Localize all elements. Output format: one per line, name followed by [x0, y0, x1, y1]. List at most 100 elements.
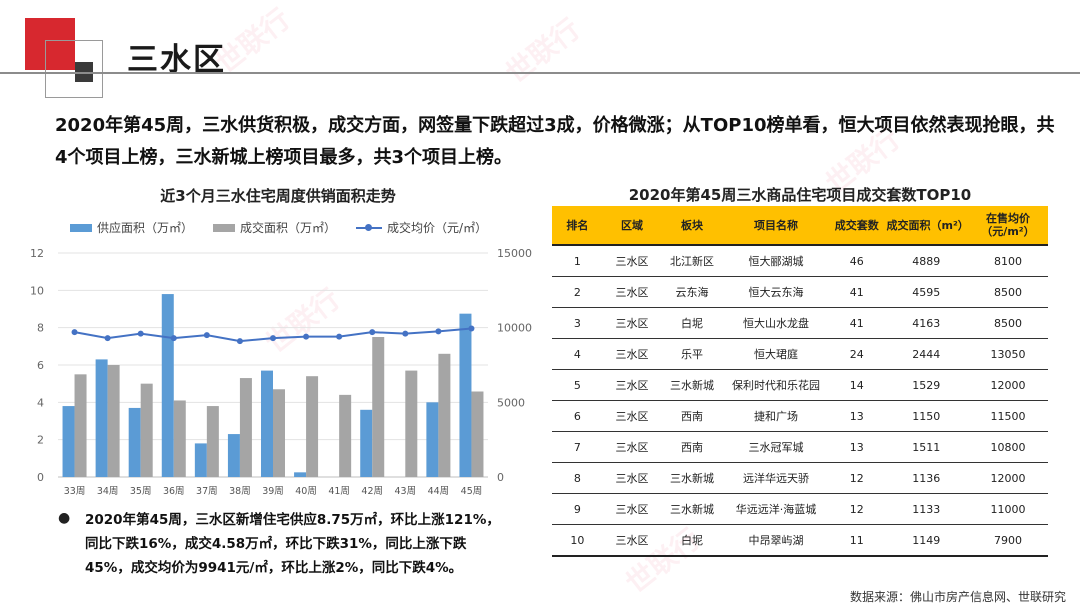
- table-row: 10 三水区 白坭 中昂翠屿湖 11 1149 7900: [552, 524, 1048, 557]
- price-point: [170, 335, 177, 342]
- x-tick-label: 38周: [229, 486, 251, 497]
- table-cell: 远洋华远天骄: [722, 462, 830, 494]
- bar-deal: [206, 406, 219, 477]
- x-tick-label: 33周: [64, 486, 86, 497]
- table-cell: 三水区: [602, 245, 662, 277]
- table-cell: 8: [552, 462, 603, 494]
- table-cell: 7: [552, 431, 603, 463]
- x-tick-label: 35周: [130, 486, 152, 497]
- table-cell: 三水区: [602, 338, 662, 370]
- chart-title: 近3个月三水住宅周度供销面积走势: [160, 187, 396, 205]
- table-cell: 三水新城: [661, 369, 723, 401]
- price-point: [236, 338, 243, 345]
- table-cell: 10800: [967, 431, 1048, 463]
- table-cell: 12000: [967, 369, 1048, 401]
- bar-deal: [471, 391, 484, 477]
- x-tick-label: 43周: [395, 486, 417, 497]
- table-cell: 46: [829, 245, 885, 277]
- table-cell: 三水冠军城: [722, 431, 830, 463]
- y-left-tick-label: 4: [37, 396, 44, 409]
- bullet-icon: ●: [58, 510, 71, 526]
- table-cell: 三水区: [602, 276, 662, 308]
- x-tick-label: 44周: [428, 486, 450, 497]
- y-left-tick-label: 2: [37, 434, 44, 447]
- table-row: 2 三水区 云东海 恒大云东海 41 4595 8500: [552, 276, 1048, 308]
- table-cell: 8500: [967, 276, 1048, 308]
- table-cell: 10: [552, 524, 603, 557]
- summary-text: 2020年第45周，三水供货积极，成交方面，网签量下跌超过3成，价格微涨；从TO…: [55, 115, 1055, 168]
- price-point: [402, 330, 409, 337]
- x-tick-label: 41周: [328, 486, 350, 497]
- table-cell: 1133: [884, 493, 968, 525]
- table-cell: 云东海: [661, 276, 723, 308]
- table-cell: 13: [829, 431, 885, 463]
- y-left-tick-label: 12: [30, 247, 44, 260]
- table-cell: 13: [829, 400, 885, 432]
- column-header: 项目名称: [722, 206, 830, 246]
- table-cell: 41: [829, 307, 885, 339]
- table-cell: 4889: [884, 245, 968, 277]
- table-cell: 2: [552, 276, 603, 308]
- column-header: 区域: [602, 206, 662, 246]
- table-cell: 保利时代和乐花园: [722, 369, 830, 401]
- chart-legend: 供应面积（万㎡） 成交面积（万㎡） 成交均价（元/㎡）: [70, 219, 487, 236]
- x-tick-label: 36周: [163, 486, 185, 497]
- table-cell: 三水新城: [661, 493, 723, 525]
- table-cell: 12: [829, 462, 885, 494]
- bar-deal: [372, 337, 385, 477]
- top10-table: 排名 区域 板块 项目名称 成交套数 成交面积（m²） 在售均价（元/m²） 1…: [552, 206, 1048, 557]
- table-row: 7 三水区 西南 三水冠军城 13 1511 10800: [552, 431, 1048, 463]
- table-cell: 11500: [967, 400, 1048, 432]
- table-row: 3 三水区 白坭 恒大山水龙盘 41 4163 8500: [552, 307, 1048, 339]
- x-tick-label: 39周: [262, 486, 284, 497]
- table-cell: 恒大珺庭: [722, 338, 830, 370]
- table-cell: 三水区: [602, 307, 662, 339]
- legend-item-supply: 供应面积（万㎡）: [70, 219, 193, 236]
- legend-item-deal: 成交面积（万㎡）: [213, 219, 336, 236]
- y-right-tick-label: 5000: [497, 396, 525, 409]
- bar-supply: [426, 402, 439, 477]
- x-tick-label: 45周: [461, 486, 483, 497]
- table-cell: 1529: [884, 369, 968, 401]
- bar-supply: [194, 443, 207, 477]
- table-cell: 24: [829, 338, 885, 370]
- bar-deal: [438, 353, 451, 477]
- x-tick-label: 42周: [361, 486, 383, 497]
- column-header: 在售均价（元/m²）: [967, 206, 1048, 246]
- y-right-tick-label: 10000: [497, 322, 532, 335]
- legend-label: 成交面积（万㎡）: [240, 221, 337, 235]
- bar-supply: [360, 409, 373, 477]
- table-cell: 西南: [661, 400, 723, 432]
- bar-deal: [306, 376, 319, 477]
- table-cell: 4: [552, 338, 603, 370]
- table-cell: 北江新区: [661, 245, 723, 277]
- table-cell: 1511: [884, 431, 968, 463]
- table-cell: 白坭: [661, 307, 723, 339]
- price-point: [104, 335, 111, 342]
- table-cell: 6: [552, 400, 603, 432]
- table-cell: 三水区: [602, 524, 662, 557]
- legend-label: 成交均价（元/㎡）: [387, 221, 488, 235]
- table-row: 8 三水区 三水新城 远洋华远天骄 12 1136 12000: [552, 462, 1048, 494]
- table-cell: 14: [829, 369, 885, 401]
- bar-supply: [294, 472, 307, 477]
- y-left-tick-label: 8: [37, 322, 44, 335]
- legend-swatch: [70, 223, 92, 232]
- column-header: 成交面积（m²）: [884, 206, 969, 246]
- y-right-tick-label: 15000: [497, 247, 532, 260]
- bar-deal: [273, 389, 285, 477]
- data-source: 数据来源：佛山市房产信息网、世联研究: [849, 590, 1066, 604]
- table-cell: 12000: [967, 462, 1048, 494]
- table-row: 4 三水区 乐平 恒大珺庭 24 2444 13050: [552, 338, 1048, 370]
- price-point: [270, 335, 276, 342]
- column-header: 排名: [552, 206, 603, 246]
- table-cell: 7900: [967, 524, 1048, 557]
- table-cell: 13050: [967, 338, 1048, 370]
- table-title: 2020年第45周三水商品住宅项目成交套数TOP10: [628, 186, 972, 204]
- table-row: 9 三水区 三水新城 华远远洋·海蓝城 12 1133 11000: [552, 493, 1048, 525]
- table-cell: 西南: [661, 431, 723, 463]
- table-cell: 白坭: [661, 524, 723, 557]
- price-point: [468, 325, 475, 332]
- y-right-tick-label: 0: [497, 471, 504, 484]
- table-cell: 捷和广场: [722, 400, 830, 432]
